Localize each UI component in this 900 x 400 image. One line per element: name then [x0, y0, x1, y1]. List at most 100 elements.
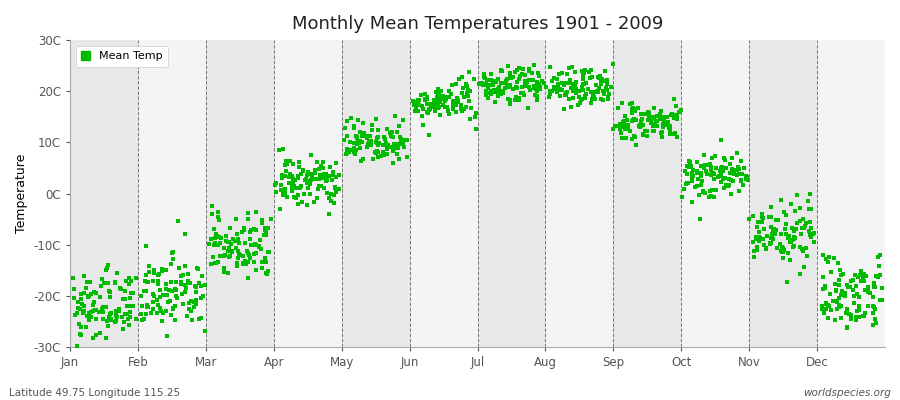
Point	[670, 112, 684, 118]
Point	[633, 124, 647, 130]
Point	[307, 199, 321, 205]
Point	[623, 128, 637, 135]
Point	[654, 108, 669, 114]
Point	[779, 279, 794, 285]
Point	[840, 325, 854, 331]
Point	[779, 212, 794, 218]
Point	[428, 97, 443, 104]
Point	[328, 160, 343, 166]
Point	[526, 62, 541, 68]
Point	[314, 182, 328, 189]
Point	[502, 96, 517, 103]
Point	[511, 65, 526, 71]
Point	[487, 78, 501, 84]
Point	[500, 76, 515, 82]
Point	[160, 333, 175, 339]
Point	[754, 214, 769, 220]
Point	[494, 91, 508, 98]
Point	[431, 90, 446, 96]
Point	[518, 78, 532, 84]
Point	[360, 144, 374, 150]
Point	[153, 287, 167, 294]
Point	[167, 286, 182, 292]
Point	[176, 301, 190, 307]
Point	[833, 314, 848, 321]
Point	[328, 185, 342, 191]
Point	[671, 108, 686, 115]
Point	[770, 244, 785, 251]
Point	[203, 236, 218, 242]
Point	[74, 324, 88, 330]
Point	[750, 246, 764, 253]
Point	[824, 307, 838, 314]
Point	[685, 198, 699, 205]
Point	[219, 232, 233, 239]
Point	[615, 100, 629, 106]
Point	[646, 128, 661, 134]
Point	[195, 293, 210, 299]
Point	[725, 167, 740, 173]
Point	[748, 236, 762, 242]
Point	[716, 167, 731, 174]
Point	[363, 137, 377, 144]
Point	[585, 74, 599, 80]
Point	[254, 246, 268, 253]
Point	[598, 68, 612, 74]
Point	[845, 277, 859, 283]
Point	[320, 190, 334, 196]
Text: Latitude 49.75 Longitude 115.25: Latitude 49.75 Longitude 115.25	[9, 388, 180, 398]
Point	[711, 174, 725, 180]
Point	[861, 288, 876, 295]
Point	[868, 316, 883, 322]
Point	[722, 176, 736, 182]
Point	[832, 295, 846, 302]
Point	[730, 172, 744, 178]
Point	[588, 96, 602, 102]
Point	[512, 96, 526, 103]
Point	[296, 167, 310, 173]
Point	[269, 188, 284, 195]
Point	[426, 100, 440, 107]
Point	[873, 252, 887, 258]
Point	[241, 216, 256, 222]
Point	[506, 85, 520, 92]
Point	[193, 280, 207, 286]
Point	[781, 233, 796, 240]
Point	[70, 310, 85, 316]
Point	[691, 192, 706, 198]
Point	[211, 258, 225, 265]
Point	[388, 112, 402, 119]
Point	[228, 238, 242, 244]
Point	[241, 252, 256, 258]
Point	[521, 66, 535, 72]
Point	[221, 248, 236, 254]
Point	[667, 115, 681, 121]
Point	[396, 117, 410, 124]
Point	[782, 239, 796, 246]
Point	[421, 110, 436, 116]
Point	[342, 149, 356, 156]
Point	[736, 164, 751, 171]
Point	[84, 309, 98, 316]
Point	[432, 103, 446, 110]
Point	[121, 315, 135, 322]
Point	[286, 194, 301, 201]
Point	[229, 245, 243, 252]
Point	[164, 312, 178, 319]
Point	[480, 77, 494, 83]
Point	[260, 270, 274, 277]
Point	[161, 299, 176, 305]
Point	[325, 177, 339, 184]
Point	[89, 290, 104, 296]
Point	[151, 302, 166, 308]
Point	[120, 303, 134, 309]
Point	[486, 78, 500, 84]
Point	[468, 114, 482, 120]
Point	[217, 269, 231, 276]
Point	[642, 116, 656, 122]
Point	[504, 74, 518, 81]
Point	[327, 192, 341, 198]
Point	[731, 164, 745, 170]
Point	[491, 93, 505, 99]
Point	[734, 170, 749, 177]
